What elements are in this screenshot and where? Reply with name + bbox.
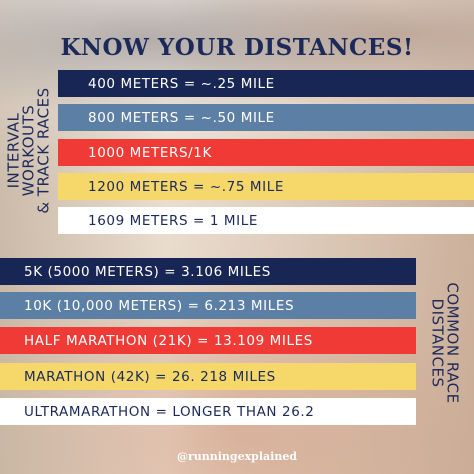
race-label-line-1: COMMON RACE [444,282,463,404]
page-title: KNOW YOUR DISTANCES! [60,34,414,61]
distance-row-5k: 5K (5000 METERS) = 3.106 MILES [0,258,416,285]
distance-row-1200m: 1200 METERS = ~.75 MILE [58,173,474,200]
distance-row-400m: 400 METERS = ~.25 MILE [58,70,474,97]
social-handle: @runningexplained [176,450,298,463]
distance-row-10k: 10K (10,000 METERS) = 6.213 MILES [0,292,416,319]
distance-row-half-marathon: HALF MARATHON (21K) = 13.109 MILES [0,327,416,354]
distance-row-1000m: 1000 METERS/1K [58,139,474,166]
race-label-line-2: DISTANCES [429,298,448,388]
distance-row-800m: 800 METERS = ~.50 MILE [58,104,474,131]
race-section-label: COMMON RACE DISTANCES [416,258,474,428]
distance-row-ultramarathon: ULTRAMARATHON = LONGER THAN 26.2 [0,398,416,425]
background-track-blur [0,250,474,474]
distance-row-marathon: MARATHON (42K) = 26. 218 MILES [0,363,416,390]
distance-row-1609m: 1609 METERS = 1 MILE [58,207,474,234]
interval-label-line-3: & TRACK RACES [34,86,53,214]
interval-section-label: INTERVAL WORKOUTS & TRACK RACES [0,70,58,230]
